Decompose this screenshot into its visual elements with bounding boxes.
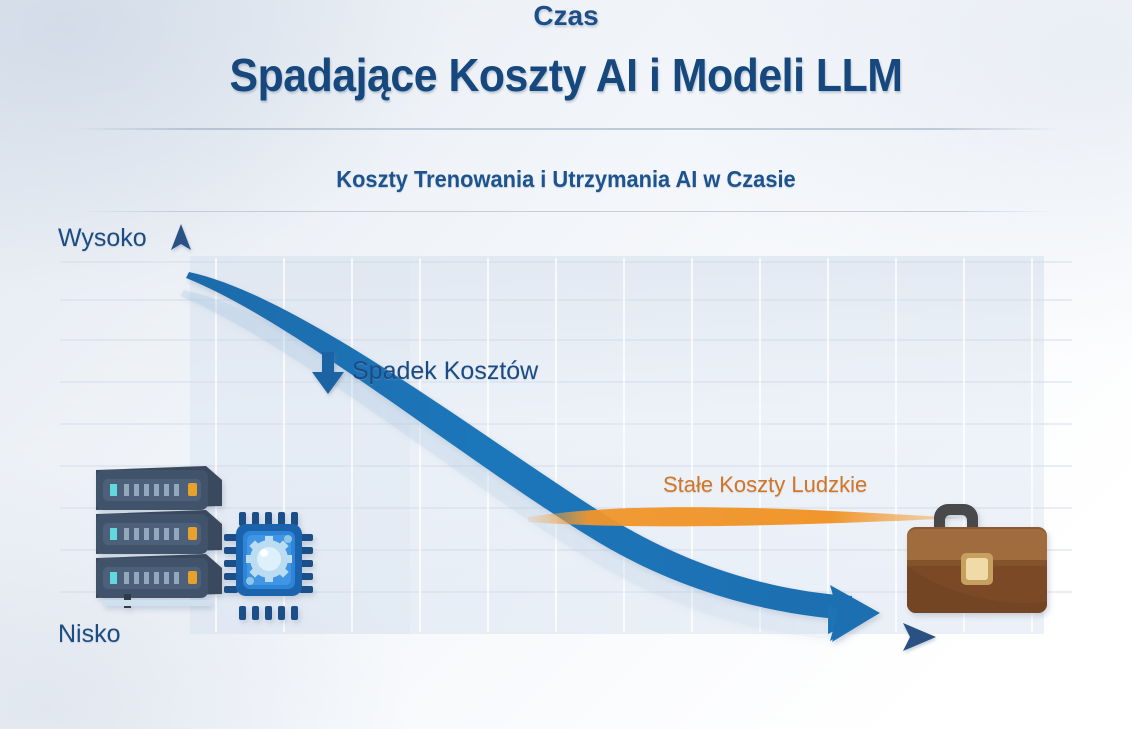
human-cost-annotation-label: Stałe Koszty Ludzkie (663, 472, 868, 497)
briefcase-icon (907, 504, 1047, 613)
decline-annotation-label: Spadek Kosztów (352, 357, 539, 385)
y-axis-high-label: Wysoko (58, 224, 147, 252)
cost-decline-curve (180, 272, 880, 642)
cpu-chip-icon (224, 512, 313, 620)
y-axis-low-label: Nisko (58, 620, 121, 648)
title-divider (72, 128, 1060, 130)
gear-glyph (246, 536, 292, 582)
server-rack-icon (96, 466, 222, 608)
down-arrow-icon (312, 352, 344, 394)
human-cost-line (528, 507, 962, 527)
chart-subtitle: Koszty Trenowania i Utrzymania AI w Czas… (336, 166, 796, 192)
x-axis (150, 623, 936, 651)
page-title: Spadające Koszty AI i Modeli LLM (229, 49, 903, 101)
subtitle-divider (78, 211, 1054, 212)
